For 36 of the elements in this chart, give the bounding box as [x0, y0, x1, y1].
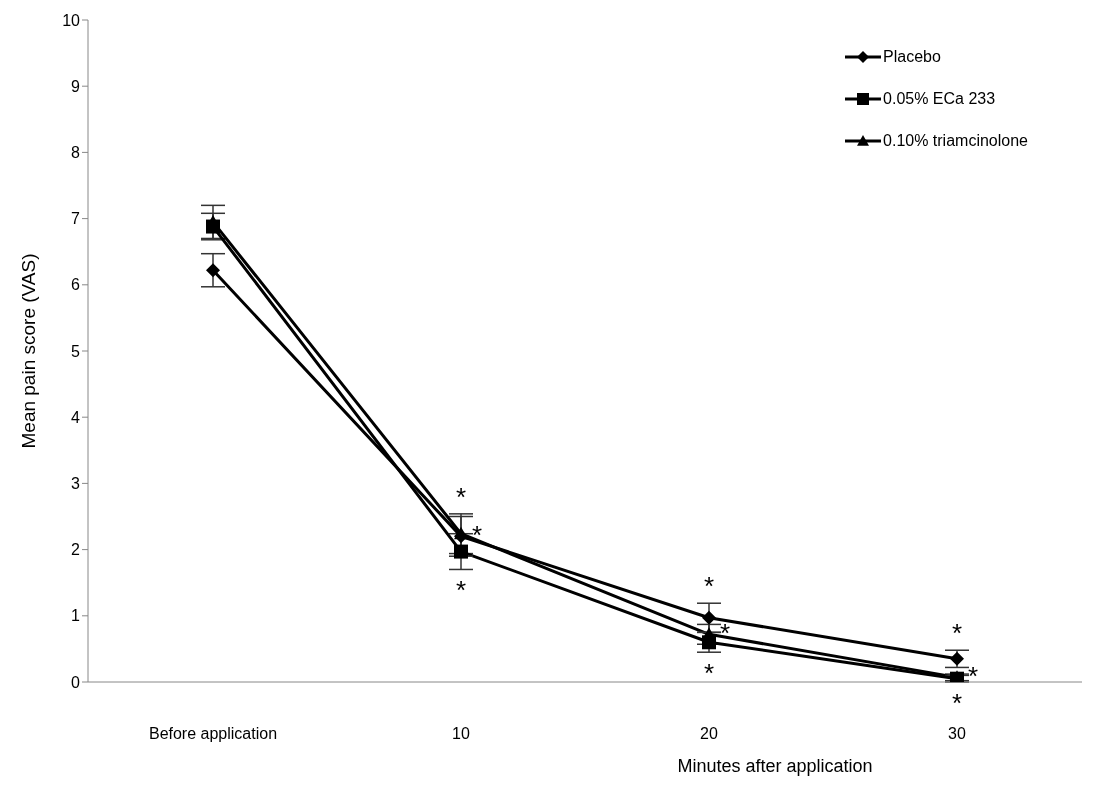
- annotation: *: [951, 688, 963, 718]
- y-tick-label: 10: [62, 11, 81, 29]
- x-tick-label: 10: [452, 725, 470, 743]
- y-tick-label: 6: [71, 276, 81, 294]
- legend-label: 0.10% triamcinolone: [883, 132, 1028, 150]
- y-tick-label: 4: [71, 408, 81, 426]
- annotation: *: [455, 575, 467, 606]
- annotation: *: [719, 618, 731, 649]
- point: [950, 651, 964, 666]
- point: [702, 610, 716, 625]
- annotation: *: [471, 520, 483, 551]
- point: [454, 529, 468, 544]
- point: [454, 544, 468, 559]
- point: [206, 219, 220, 234]
- annotation: *: [455, 481, 467, 512]
- legend-label: 0.05% ECa 233: [883, 90, 996, 108]
- y-tick-label: 8: [71, 144, 81, 162]
- annotation: *: [951, 618, 963, 649]
- y-tick-label: 9: [71, 77, 81, 95]
- y-tick-label: 3: [71, 475, 81, 493]
- legend-label: Placebo: [883, 48, 941, 66]
- point: [702, 635, 716, 650]
- x-axis-title: Minutes after application: [677, 756, 873, 776]
- y-tick-label: 0: [71, 673, 81, 691]
- annotation: *: [703, 571, 715, 602]
- annotation: *: [703, 658, 715, 689]
- x-tick-label: 20: [700, 725, 718, 743]
- annotation: *: [967, 661, 979, 692]
- y-tick-label: 2: [71, 541, 81, 559]
- y-tick-label: 5: [71, 342, 81, 360]
- x-tick-label: Before application: [148, 725, 278, 743]
- y-tick-label: 1: [71, 607, 81, 625]
- y-tick-label: 7: [71, 210, 81, 228]
- x-tick-label: 30: [948, 725, 966, 743]
- y-axis-title: Mean pain score (VAS): [17, 253, 39, 449]
- point: [206, 263, 220, 278]
